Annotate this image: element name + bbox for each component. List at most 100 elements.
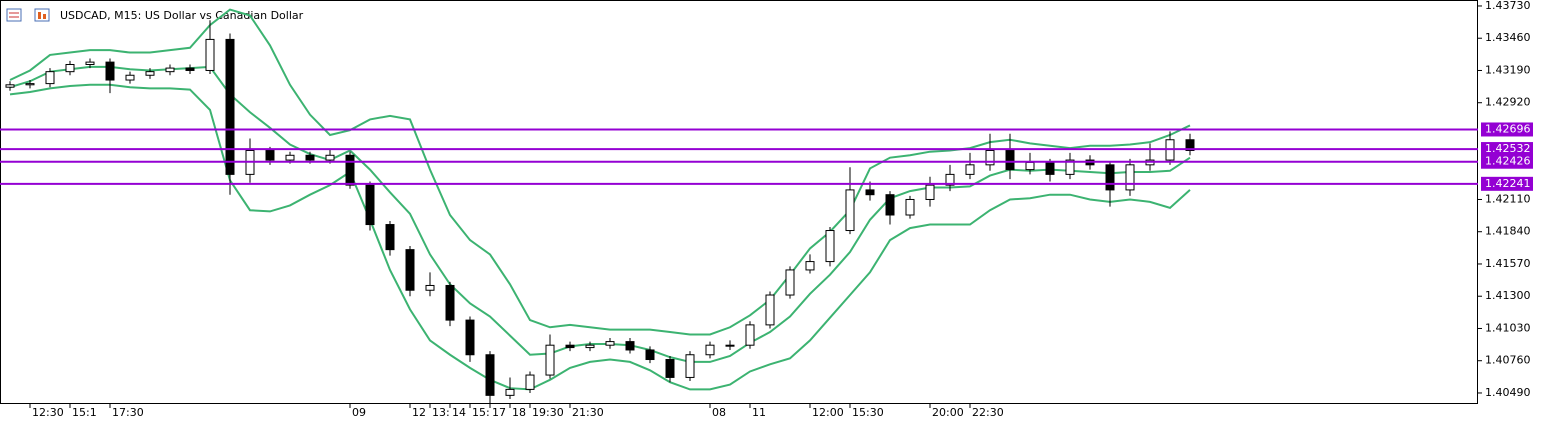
x-tick-label: 20:00 (932, 406, 964, 419)
x-tick-label: 12:00 (812, 406, 844, 419)
plot-frame (0, 0, 1478, 404)
level-label: 1.42696 (1485, 122, 1531, 135)
x-tick-label: 19:30 (532, 406, 564, 419)
candle-body (325, 154, 335, 161)
x-tick-label: 13: (432, 406, 450, 419)
candle-body (425, 284, 435, 291)
candle-body (465, 319, 475, 356)
candle-body (545, 344, 555, 376)
candle-body (145, 71, 155, 76)
candle-body (345, 154, 355, 186)
candle-body (565, 344, 575, 349)
candle-body (825, 230, 835, 263)
y-tick-label: 1.41030 (1485, 321, 1531, 334)
x-tick-label: 15:30 (852, 406, 884, 419)
x-tick-label: 08 (712, 406, 726, 419)
y-tick-label: 1.42920 (1485, 96, 1531, 109)
candle-body (265, 149, 275, 161)
candle-body (805, 261, 815, 271)
chart-title: USDCAD, M15: US Dollar vs Canadian Dolla… (60, 9, 304, 22)
level-label: 1.42241 (1485, 177, 1531, 190)
symbol-icons (6, 8, 50, 22)
level-label-bg (1481, 142, 1533, 157)
candle-body (505, 388, 515, 396)
candle-body (925, 184, 935, 200)
candle-body (605, 341, 615, 346)
candle-body (665, 359, 675, 378)
level-label-bg (1481, 122, 1533, 137)
x-tick-label: 18 (512, 406, 526, 419)
x-tick-label: 14 (452, 406, 466, 419)
candle-body (745, 324, 755, 346)
x-tick-label: 17 (492, 406, 506, 419)
candle-body (1125, 164, 1135, 191)
candle-body (205, 38, 215, 71)
candle-body (5, 84, 15, 88)
candle-body (65, 63, 75, 73)
candle-body (585, 344, 595, 349)
candle-body (525, 374, 535, 390)
candle-body (25, 83, 35, 86)
candle-body (765, 294, 775, 326)
icon (6, 8, 22, 22)
band-line (9, 83, 1191, 391)
candle-body (1045, 161, 1055, 175)
candle-body (1025, 161, 1035, 171)
candle-body (685, 354, 695, 378)
y-tick-label: 1.41570 (1485, 257, 1531, 270)
level-label: 1.42532 (1485, 142, 1531, 155)
icon-bar (38, 12, 41, 19)
candle-body (945, 173, 955, 186)
x-tick-label: 15:1 (72, 406, 97, 419)
icon (34, 8, 50, 22)
x-tick-label: 12 (412, 406, 426, 419)
candle-body (385, 224, 395, 251)
candle-body (1185, 139, 1195, 151)
candle-body (285, 154, 295, 161)
y-tick-label: 1.41840 (1485, 225, 1531, 238)
x-tick-label: 12:30 (32, 406, 64, 419)
x-tick-label: 09 (352, 406, 366, 419)
candle-body (105, 61, 115, 81)
candle-body (365, 184, 375, 226)
candle-body (185, 67, 195, 71)
candle-body (905, 198, 915, 216)
level-label-bg (1481, 154, 1533, 169)
y-tick-label: 1.43460 (1485, 31, 1531, 44)
level-label: 1.42426 (1485, 155, 1531, 168)
candle-body (725, 344, 735, 347)
x-tick-label: 21:30 (572, 406, 604, 419)
candle-body (1005, 149, 1015, 171)
candle-body (45, 71, 55, 85)
candle-body (225, 38, 235, 175)
candle-body (645, 349, 655, 361)
y-tick-label: 1.41300 (1485, 289, 1531, 302)
y-tick-label: 1.43730 (1485, 0, 1531, 12)
candle-body (305, 154, 315, 161)
x-tick-label: 15: (472, 406, 490, 419)
y-tick-label: 1.40490 (1485, 386, 1531, 399)
band-line (9, 8, 1191, 336)
candle-body (705, 344, 715, 356)
icon-bar (43, 14, 46, 19)
candle-body (885, 194, 895, 216)
candle-body (625, 341, 635, 351)
x-tick-label: 22:30 (972, 406, 1004, 419)
y-tick-label: 1.43190 (1485, 63, 1531, 76)
y-tick-label: 1.42110 (1485, 192, 1531, 205)
candle-body (985, 149, 995, 166)
x-tick-label: 17:30 (112, 406, 144, 419)
candle-body (785, 269, 795, 296)
x-tick-label: 11 (752, 406, 766, 419)
candle-body (125, 74, 135, 81)
candle-body (405, 249, 415, 291)
candle-body (865, 189, 875, 196)
candle-body (845, 189, 855, 232)
candle-body (1065, 159, 1075, 175)
candle-body (1105, 164, 1115, 191)
candle-body (165, 67, 175, 73)
candle-body (485, 354, 495, 396)
candle-body (965, 164, 975, 175)
